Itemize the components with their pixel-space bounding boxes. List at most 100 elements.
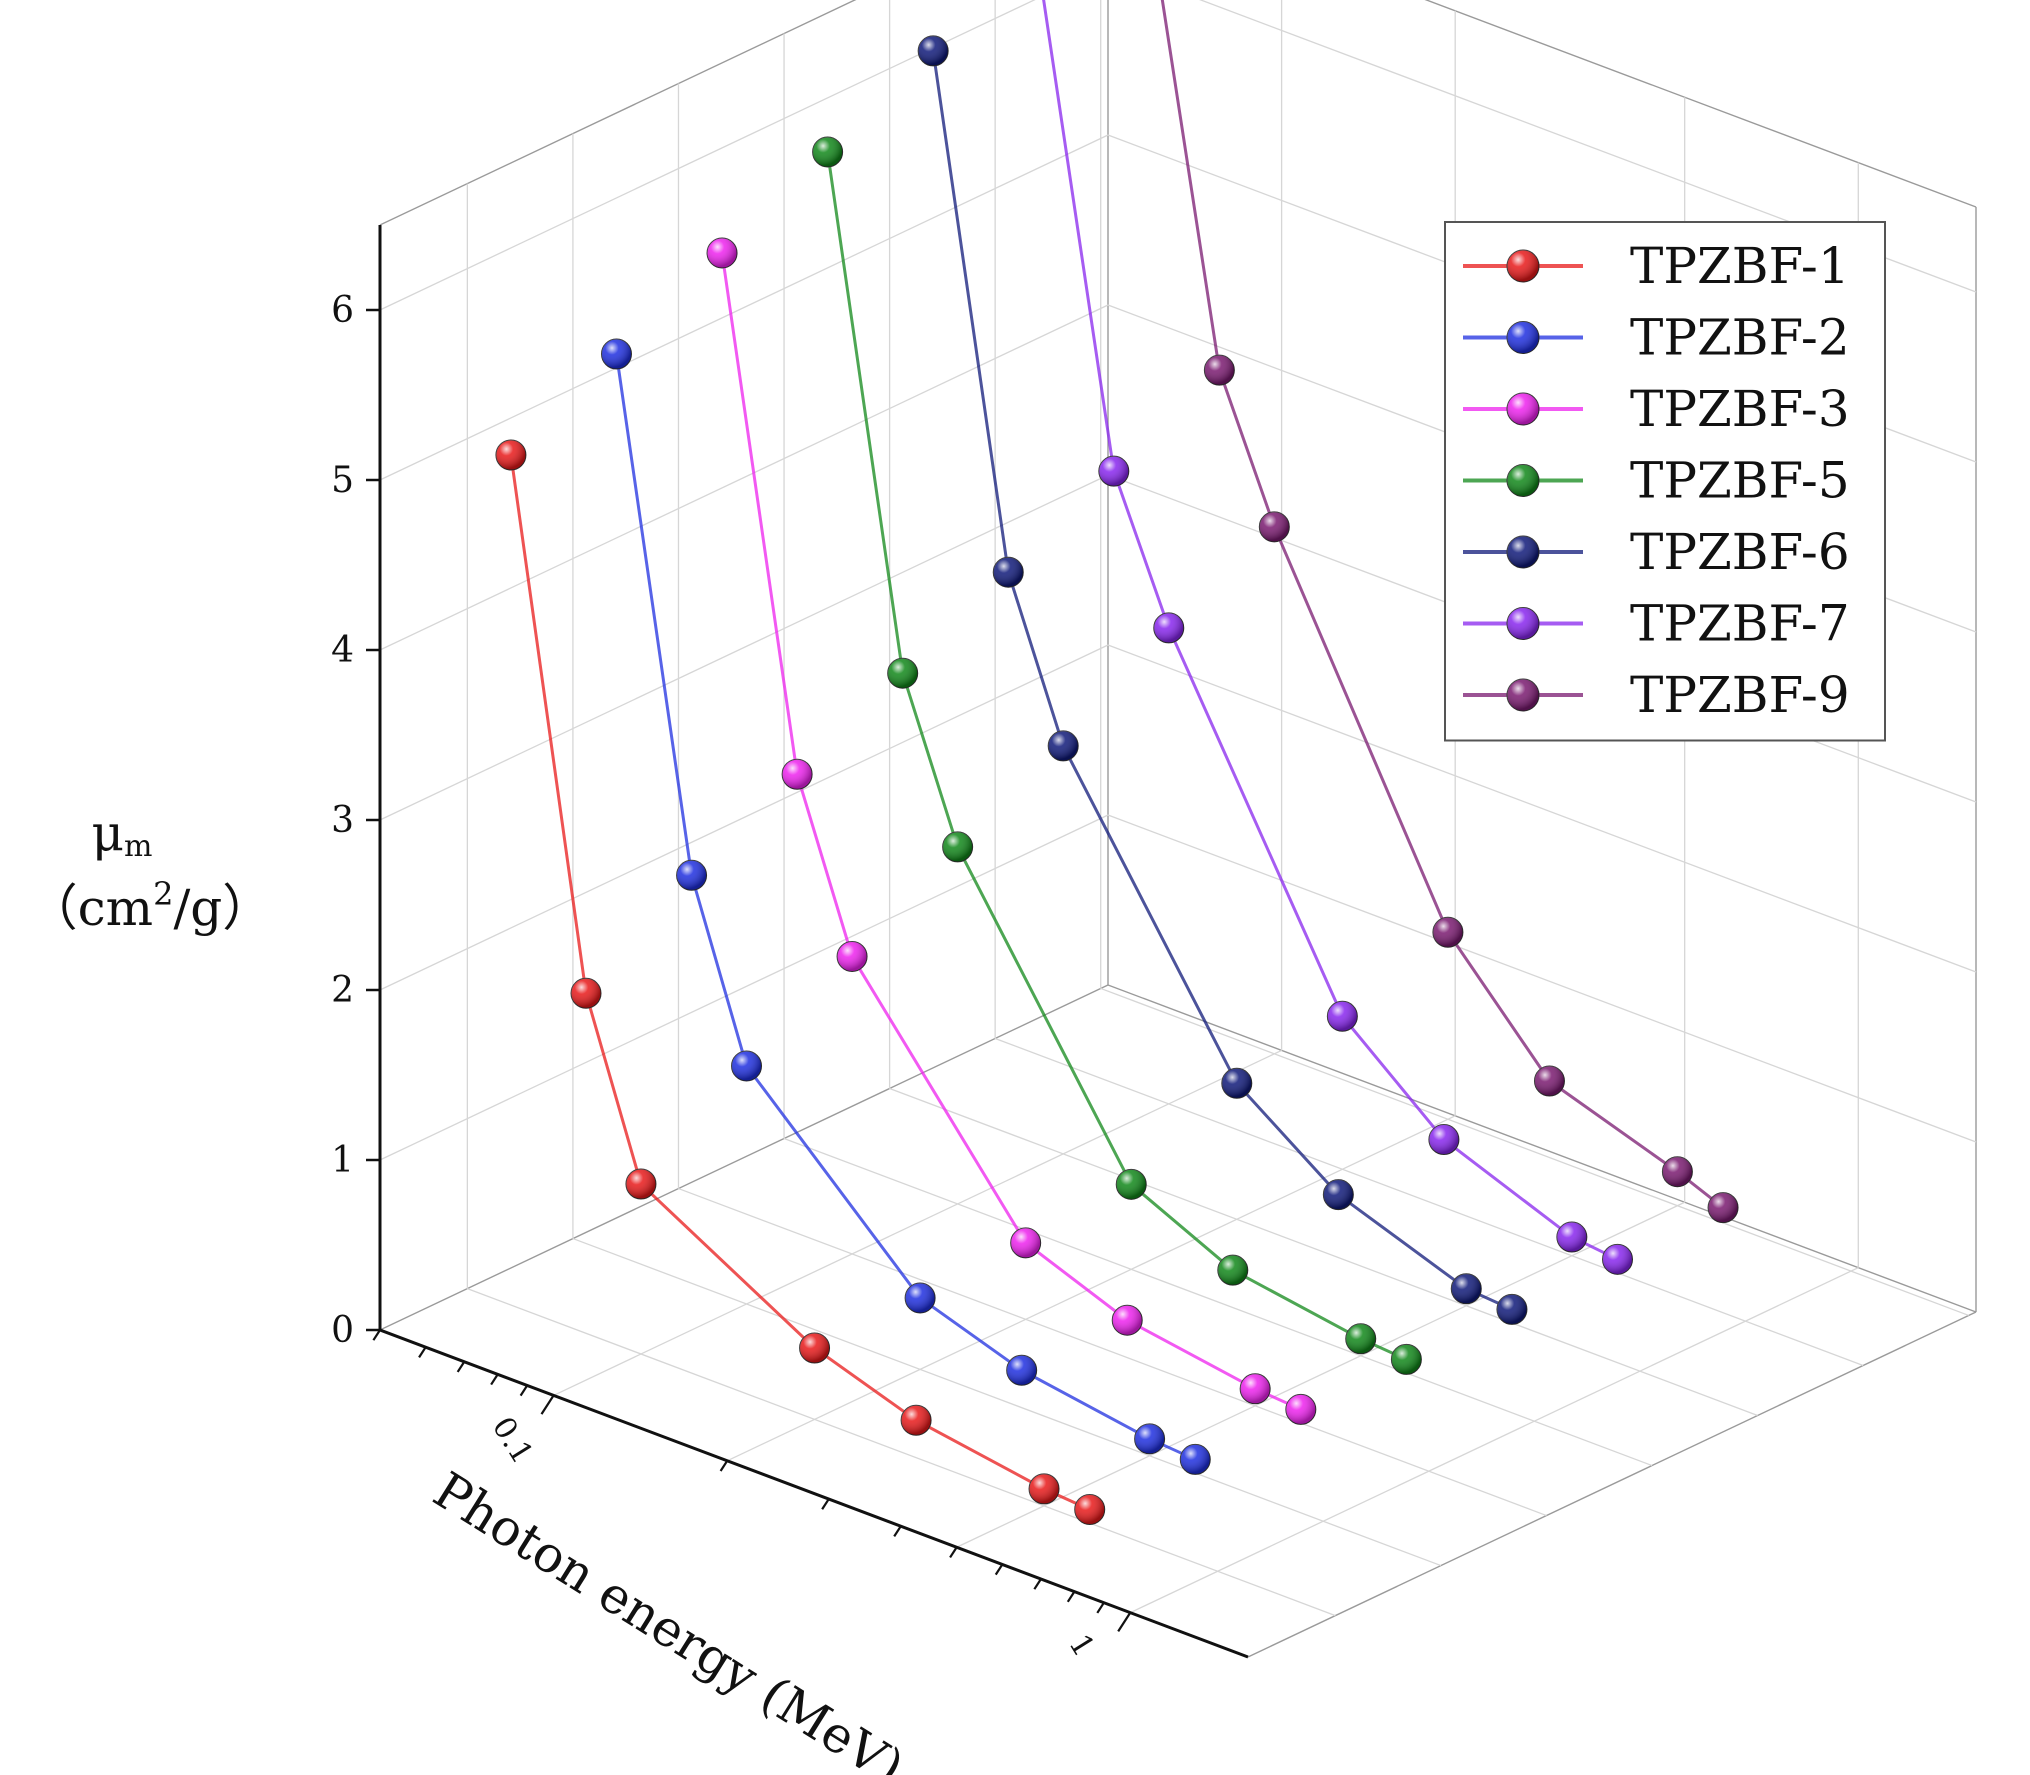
series-TPZBF-2 xyxy=(600,338,1211,1475)
axes-box xyxy=(379,0,1977,1658)
data-point-shading xyxy=(1285,1394,1316,1425)
x-tick xyxy=(456,1361,466,1373)
data-point-shading xyxy=(942,831,973,862)
gridline-depth-floor xyxy=(1100,987,1969,1317)
legend-swatch-shading xyxy=(1507,393,1539,425)
data-point-shading xyxy=(1556,1222,1587,1253)
legend-item: TPZBF-5 xyxy=(1463,452,1850,510)
data-point-shading xyxy=(1534,1066,1565,1097)
x-tick xyxy=(1033,1578,1042,1590)
x-axis-title: Photon energy (MeV) xyxy=(424,1461,914,1775)
data-point-shading xyxy=(1010,1227,1041,1258)
gridline-z-left xyxy=(379,814,1109,1161)
x-tick xyxy=(719,1460,729,1472)
z-axis-subscript: m xyxy=(124,829,152,864)
x-tick xyxy=(1117,1612,1132,1632)
box-edge xyxy=(379,0,857,226)
gridline-z-right xyxy=(1107,814,1977,1143)
series-TPZBF-6 xyxy=(917,35,1528,1325)
data-point-shading xyxy=(1602,1244,1633,1275)
x-tick xyxy=(519,1384,529,1397)
data-point-shading xyxy=(676,860,707,891)
legend-item: TPZBF-3 xyxy=(1463,380,1850,438)
z-axis-unit-sup: 2 xyxy=(153,875,173,913)
gridline-z-left xyxy=(379,304,1109,651)
gridline-depth-floor xyxy=(889,1087,1758,1417)
gridline-x-floor xyxy=(956,1201,1685,1548)
x-tick xyxy=(418,1346,427,1359)
x-axis-line xyxy=(379,1328,1249,1659)
data-point-shading xyxy=(1221,1068,1252,1099)
data-point-shading xyxy=(1345,1323,1376,1354)
x-tick xyxy=(1066,1591,1076,1603)
data-point-shading xyxy=(601,338,632,369)
legend-label: TPZBF-1 xyxy=(1630,237,1850,295)
x-tick xyxy=(994,1563,1004,1576)
series-TPZBF-3 xyxy=(706,237,1317,1425)
legend-swatch-shading xyxy=(1507,536,1539,568)
data-point-shading xyxy=(1116,1169,1147,1200)
data-point-shading xyxy=(1428,1124,1459,1155)
data-point-shading xyxy=(625,1169,656,1199)
data-point-shading xyxy=(1006,1355,1037,1386)
data-point-shading xyxy=(1029,1473,1060,1504)
data-point-shading xyxy=(901,1405,932,1436)
data-point-shading xyxy=(837,941,868,972)
legend-swatch-shading xyxy=(1507,250,1539,282)
series-TPZBF-5 xyxy=(812,136,1422,1375)
legend-swatch-shading xyxy=(1507,321,1539,354)
data-point-shading xyxy=(918,35,949,66)
data-point-shading xyxy=(1391,1344,1422,1375)
data-point-shading xyxy=(1134,1423,1165,1454)
data-point-shading xyxy=(799,1333,830,1363)
data-point-shading xyxy=(887,658,918,689)
series-line xyxy=(720,252,1302,1411)
x-tick-label: 1 xyxy=(1062,1628,1102,1663)
gridline-depth-floor xyxy=(783,1137,1653,1467)
data-point-shading xyxy=(782,759,813,790)
legend-swatch-shading xyxy=(1507,679,1539,711)
data-point-shading xyxy=(1153,612,1184,643)
legend-item: TPZBF-9 xyxy=(1463,666,1850,724)
data-point-shading xyxy=(1432,917,1463,948)
gridline-depth-floor xyxy=(994,1037,1864,1367)
x-tick xyxy=(1096,1602,1105,1614)
legend-label: TPZBF-2 xyxy=(1630,309,1850,367)
data-point-shading xyxy=(993,557,1024,588)
z-tick-label: 5 xyxy=(331,460,354,501)
gridline-z-right xyxy=(1107,644,1977,973)
legend-item: TPZBF-1 xyxy=(1463,237,1850,295)
box-edge xyxy=(1424,0,1977,208)
z-tick-label: 1 xyxy=(331,1140,354,1181)
data-point-shading xyxy=(1662,1156,1693,1187)
gridline-z-left xyxy=(379,644,1109,991)
data-point-shading xyxy=(1204,355,1235,386)
x-tick xyxy=(372,1329,381,1341)
data-point-shading xyxy=(1259,511,1290,542)
legend-label: TPZBF-6 xyxy=(1630,523,1850,581)
legend-swatch-shading xyxy=(1507,464,1539,497)
x-tick xyxy=(821,1498,830,1510)
series-line xyxy=(931,50,1513,1311)
legend-swatch-shading xyxy=(1507,607,1539,640)
gridline-depth-floor xyxy=(572,1237,1442,1567)
legend-item: TPZBF-2 xyxy=(1463,309,1850,367)
z-tick-label: 2 xyxy=(331,970,354,1011)
legend-label: TPZBF-7 xyxy=(1630,595,1850,653)
x-tick xyxy=(893,1525,902,1537)
box-edge xyxy=(1107,984,1977,1313)
z-tick-label: 3 xyxy=(331,800,354,841)
box-edge xyxy=(379,984,1109,1331)
gridline-z-left xyxy=(379,134,1109,481)
plot-area xyxy=(495,0,1739,1525)
data-point-shading xyxy=(812,136,843,167)
x-tick xyxy=(490,1373,499,1386)
data-point-shading xyxy=(1112,1305,1143,1336)
data-point-shading xyxy=(731,1050,762,1081)
gridline-depth-floor xyxy=(678,1187,1547,1517)
gridline-x-floor xyxy=(1130,1267,1859,1614)
data-point-shading xyxy=(905,1282,936,1313)
z-tick-label: 6 xyxy=(331,290,354,331)
data-point-shading xyxy=(1074,1494,1105,1525)
legend: TPZBF-1 TPZBF-2 TPZBF-3 TPZBF-5 TPZBF-6 TPZBF… xyxy=(1444,221,1886,742)
